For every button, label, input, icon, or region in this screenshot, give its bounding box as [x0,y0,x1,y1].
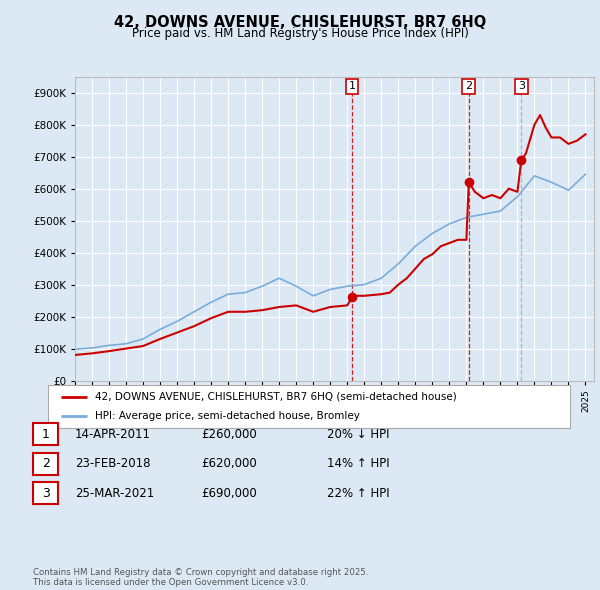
Text: 22% ↑ HPI: 22% ↑ HPI [327,487,389,500]
Text: 3: 3 [518,81,525,91]
Text: 2: 2 [41,457,50,470]
Text: 42, DOWNS AVENUE, CHISLEHURST, BR7 6HQ (semi-detached house): 42, DOWNS AVENUE, CHISLEHURST, BR7 6HQ (… [95,392,457,402]
Text: £690,000: £690,000 [201,487,257,500]
Text: 3: 3 [41,487,50,500]
Text: £620,000: £620,000 [201,457,257,470]
Text: 1: 1 [349,81,356,91]
Text: 42, DOWNS AVENUE, CHISLEHURST, BR7 6HQ: 42, DOWNS AVENUE, CHISLEHURST, BR7 6HQ [114,15,486,30]
Text: 25-MAR-2021: 25-MAR-2021 [75,487,154,500]
Text: Price paid vs. HM Land Registry's House Price Index (HPI): Price paid vs. HM Land Registry's House … [131,27,469,40]
Text: 1: 1 [41,428,50,441]
Text: 23-FEB-2018: 23-FEB-2018 [75,457,151,470]
Text: 14-APR-2011: 14-APR-2011 [75,428,151,441]
Text: 14% ↑ HPI: 14% ↑ HPI [327,457,389,470]
Text: HPI: Average price, semi-detached house, Bromley: HPI: Average price, semi-detached house,… [95,411,360,421]
Text: 2: 2 [465,81,472,91]
Text: £260,000: £260,000 [201,428,257,441]
Text: 20% ↓ HPI: 20% ↓ HPI [327,428,389,441]
Text: Contains HM Land Registry data © Crown copyright and database right 2025.
This d: Contains HM Land Registry data © Crown c… [33,568,368,587]
